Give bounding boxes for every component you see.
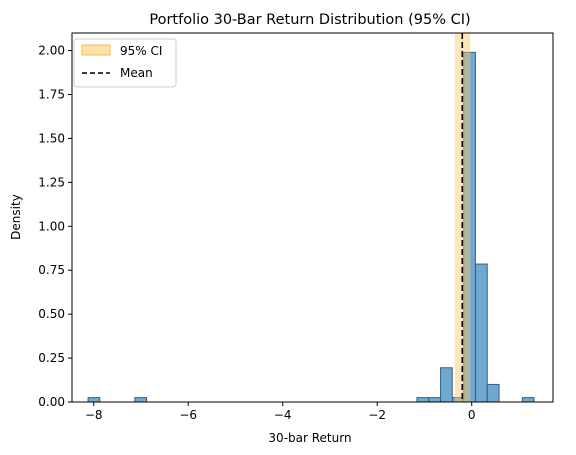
y-tick-label: 2.00	[38, 44, 65, 58]
histogram-bar	[134, 397, 148, 403]
x-axis-label: 30-bar Return	[268, 431, 351, 445]
y-tick-label: 0.00	[38, 395, 65, 409]
histogram-bar	[475, 263, 488, 403]
x-tick-label: −8	[85, 408, 103, 422]
legend-mean-label: Mean	[120, 66, 153, 80]
histogram-bar	[440, 367, 453, 403]
y-tick-label: 1.75	[38, 88, 65, 102]
legend: 95% CI Mean	[73, 38, 177, 88]
histogram-bar	[416, 397, 430, 403]
x-tick-label: −6	[179, 408, 197, 422]
y-tick-label: 1.00	[38, 219, 65, 233]
legend-ci-swatch	[81, 44, 111, 56]
histogram-bar	[521, 397, 535, 403]
x-tick-label: 0	[468, 408, 476, 422]
histogram-bar	[87, 397, 101, 403]
x-tick-label: −4	[274, 408, 292, 422]
legend-ci-label: 95% CI	[120, 44, 162, 58]
plot-frame	[71, 32, 554, 403]
y-tick-label: 0.25	[38, 351, 65, 365]
chart-title: Portfolio 30-Bar Return Distribution (95…	[149, 12, 470, 28]
y-tick-label: 0.75	[38, 263, 65, 277]
y-axis-label: Density	[9, 194, 23, 240]
y-tick-label: 1.25	[38, 175, 65, 189]
x-tick-label: −2	[368, 408, 386, 422]
y-tick-label: 0.50	[38, 307, 65, 321]
y-tick-label: 1.50	[38, 131, 65, 145]
histogram-bar	[428, 397, 441, 403]
histogram-bar	[486, 383, 500, 403]
